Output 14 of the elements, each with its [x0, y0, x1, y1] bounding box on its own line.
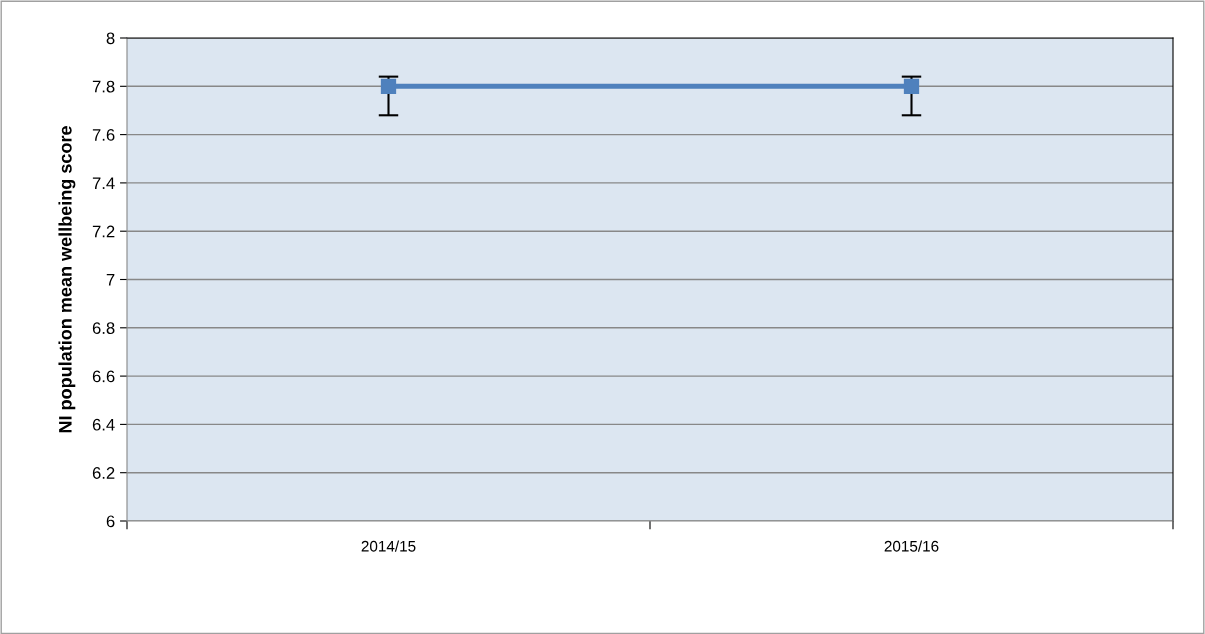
y-tick-label: 6.4 [92, 418, 115, 431]
y-tick-label: 6.6 [92, 370, 115, 383]
y-tick-label: 7 [106, 274, 115, 286]
y-axis-title: NI population mean wellbeing score [58, 126, 76, 433]
y-tick-label: 7.8 [92, 80, 115, 93]
x-tick-label: 2015/16 [884, 540, 939, 552]
y-tick-label: 7.4 [92, 177, 115, 189]
y-tick-label: 6.8 [92, 322, 115, 334]
y-tick-label: 7.2 [92, 225, 115, 238]
y-tick-label: 8 [106, 32, 115, 45]
y-tick-label: 7.6 [92, 129, 115, 141]
y-tick-label: 6 [106, 515, 115, 528]
x-tick-label: 2014/15 [361, 540, 416, 552]
y-tick-label: 6.2 [92, 467, 115, 479]
